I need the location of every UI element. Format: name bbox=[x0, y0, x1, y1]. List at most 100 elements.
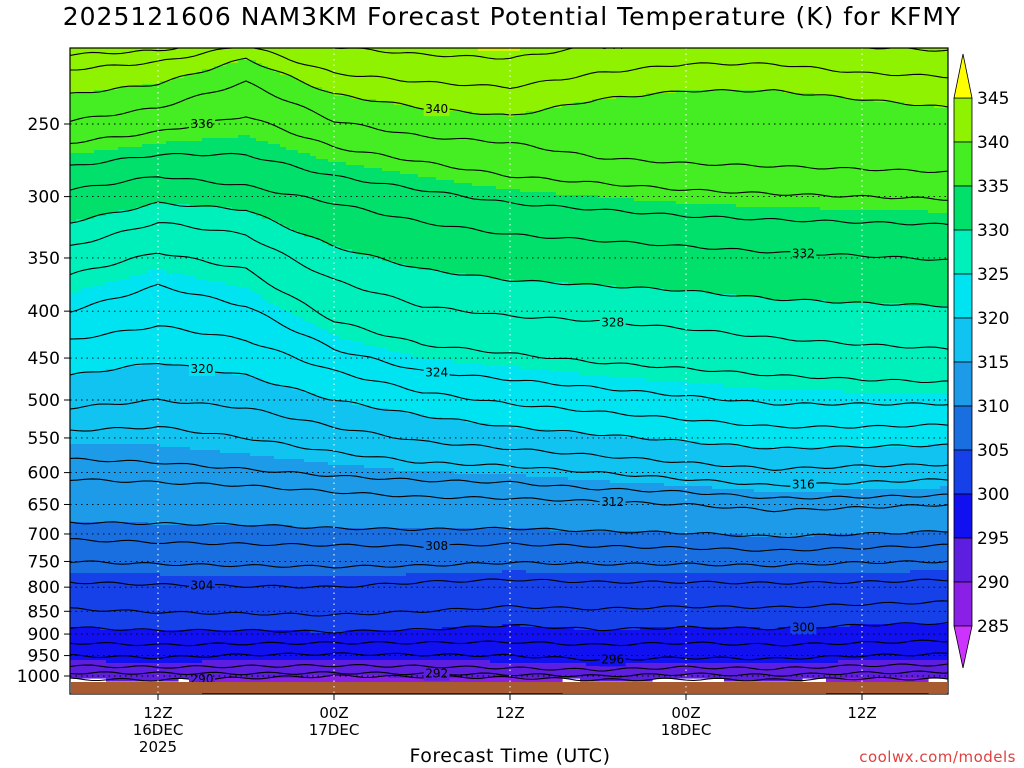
contour-label: 308 bbox=[425, 539, 448, 553]
y-tick-label: 350 bbox=[28, 249, 60, 269]
isentrope-310 bbox=[70, 521, 948, 539]
contour-label-bg bbox=[790, 620, 817, 635]
isentrope-306 bbox=[70, 560, 948, 569]
colorbar-segment bbox=[953, 581, 973, 627]
y-tick-label: 450 bbox=[28, 349, 60, 369]
x-tick-label: 16DEC bbox=[133, 721, 184, 739]
contour-label-bg bbox=[599, 315, 626, 330]
colorbar-label: 295 bbox=[977, 529, 1009, 549]
isentrope-294 bbox=[70, 663, 948, 672]
y-tick-label: 1000 bbox=[17, 667, 60, 687]
colorbar-label: 290 bbox=[977, 573, 1009, 593]
contour-label-bg bbox=[423, 538, 450, 553]
colorbar-segment bbox=[953, 97, 973, 143]
colorbar-segment bbox=[953, 317, 973, 363]
y-tick-label: 800 bbox=[28, 578, 60, 598]
isentrope-324 bbox=[70, 283, 948, 406]
isentrope-330 bbox=[70, 201, 948, 308]
y-tick-label: 900 bbox=[28, 625, 60, 645]
colorbar-label: 300 bbox=[977, 485, 1009, 505]
isentrope-296 bbox=[70, 652, 948, 661]
colorbar-segment bbox=[953, 229, 973, 275]
ground-surface bbox=[71, 682, 947, 693]
isentrope-302 bbox=[70, 600, 948, 617]
colorbar-segment bbox=[953, 361, 973, 407]
x-tick-label: 12Z bbox=[143, 704, 172, 722]
isentrope-342 bbox=[70, 48, 948, 89]
x-tick-label: 00Z bbox=[319, 704, 348, 722]
colorbar-label: 320 bbox=[977, 309, 1009, 329]
y-tick-label: 250 bbox=[28, 115, 60, 135]
contour-label: 300 bbox=[792, 621, 815, 635]
contour-label: 344 bbox=[601, 38, 624, 52]
contour-label: 312 bbox=[601, 495, 624, 509]
colorbar-label: 285 bbox=[977, 617, 1009, 637]
theta-color-field bbox=[70, 48, 948, 694]
isentrope-314 bbox=[70, 457, 948, 500]
y-axis: 250 300 350 400 450 500 550 600 650 700 750 800 850 9… bbox=[17, 115, 70, 687]
x-axis-title: Forecast Time (UTC) bbox=[409, 745, 611, 767]
contour-label-bg bbox=[599, 48, 626, 52]
contour-label: 332 bbox=[792, 246, 815, 260]
colorbar-label: 330 bbox=[977, 221, 1009, 241]
contour-label-bg bbox=[599, 652, 626, 667]
isentrope-326 bbox=[70, 252, 948, 384]
isentrope-328 bbox=[70, 222, 948, 350]
colorbar-max-arrow bbox=[953, 53, 973, 99]
colorbar-label: 315 bbox=[977, 353, 1009, 373]
chart-title: 2025121606 NAM3KM Forecast Potential Tem… bbox=[62, 2, 962, 31]
contour-label-bg bbox=[423, 102, 450, 117]
colorbar-label: 325 bbox=[977, 265, 1009, 285]
contour-label: 320 bbox=[191, 362, 214, 376]
y-tick-label: 950 bbox=[28, 647, 60, 667]
plot-frame bbox=[69, 47, 949, 695]
contour-label-bg bbox=[423, 666, 450, 681]
colorbar-segment bbox=[953, 141, 973, 187]
x-tick-label: 18DEC bbox=[661, 721, 712, 739]
contour-label-bg bbox=[189, 361, 215, 376]
y-tick-label: 850 bbox=[28, 602, 60, 622]
colorbar-segment bbox=[953, 449, 973, 495]
colorbar-segment bbox=[953, 493, 973, 539]
x-tick-label: 2025 bbox=[139, 738, 177, 756]
y-tick-label: 300 bbox=[28, 188, 60, 208]
colorbar-segment bbox=[953, 537, 973, 583]
x-tick-label: 12Z bbox=[495, 704, 524, 722]
contour-label-bg bbox=[189, 578, 215, 593]
isentrope-344 bbox=[70, 48, 948, 60]
colorbar: 345 340 335 330 325 320 315 310 305 300 295 290 285 bbox=[953, 53, 1009, 669]
colorbar-label: 335 bbox=[977, 177, 1009, 197]
contour-label: 324 bbox=[425, 366, 448, 380]
gridlines bbox=[70, 48, 948, 694]
isentrope-308 bbox=[70, 538, 948, 552]
colorbar-segment bbox=[953, 405, 973, 451]
y-tick-label: 700 bbox=[28, 525, 60, 545]
colorbar-segment bbox=[953, 273, 973, 319]
y-tick-label: 650 bbox=[28, 495, 60, 515]
contour-label: 304 bbox=[191, 578, 214, 592]
contour-label: 296 bbox=[601, 652, 624, 666]
source-credit[interactable]: coolwx.com/models bbox=[859, 748, 1016, 766]
colorbar-label: 305 bbox=[977, 441, 1009, 461]
isentrope-322 bbox=[70, 325, 948, 429]
y-tick-label: 600 bbox=[28, 464, 60, 484]
contour-label-bg bbox=[599, 494, 626, 509]
y-tick-label: 750 bbox=[28, 552, 60, 572]
colorbar-min-arrow bbox=[953, 625, 973, 669]
colorbar-label: 310 bbox=[977, 397, 1009, 417]
y-tick-label: 400 bbox=[28, 302, 60, 322]
colorbar-segment bbox=[953, 185, 973, 231]
colorbar-label: 345 bbox=[977, 89, 1009, 109]
isentrope-332 bbox=[70, 176, 948, 261]
contour-label: 292 bbox=[425, 667, 448, 681]
colorbar-label: 340 bbox=[977, 133, 1009, 153]
contour-label: 340 bbox=[425, 102, 448, 116]
x-tick-label: 17DEC bbox=[309, 721, 360, 739]
contour-label-bg bbox=[423, 365, 450, 380]
x-tick-label: 12Z bbox=[847, 704, 876, 722]
y-tick-label: 550 bbox=[28, 429, 60, 449]
isentrope-300 bbox=[70, 621, 948, 634]
